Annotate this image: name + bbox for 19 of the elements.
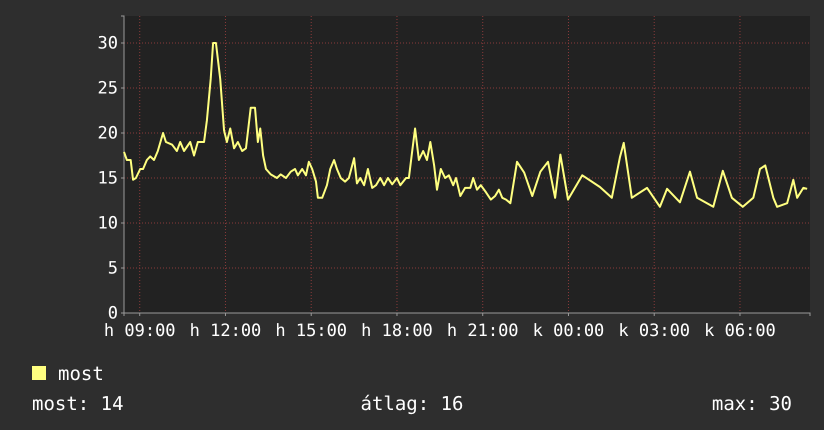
- text: max: 30: [712, 393, 792, 415]
- y-tick-label: 20: [98, 123, 118, 144]
- y-tick-label: 25: [98, 78, 118, 98]
- y-tick-label: 0: [108, 303, 118, 324]
- y-tick-label: 5: [108, 258, 118, 278]
- x-tick-label: h 15:00: [275, 321, 348, 341]
- x-tick-label: k 00:00: [532, 321, 604, 341]
- y-tick-label: 30: [98, 33, 118, 54]
- text: átlag: 16: [360, 393, 464, 415]
- x-tick-label: h 12:00: [190, 321, 262, 341]
- x-tick-label: k 03:00: [618, 321, 690, 341]
- x-tick-label: h 21:00: [446, 321, 519, 341]
- x-tick-label: k 06:00: [704, 321, 776, 341]
- x-tick-label: h 09:00: [104, 321, 176, 341]
- x-tick-label: h 18:00: [361, 321, 433, 341]
- y-tick-label: 10: [98, 213, 118, 234]
- text: most: 14: [32, 393, 124, 415]
- legend-label: most: [58, 363, 104, 385]
- y-tick-label: 15: [98, 168, 118, 188]
